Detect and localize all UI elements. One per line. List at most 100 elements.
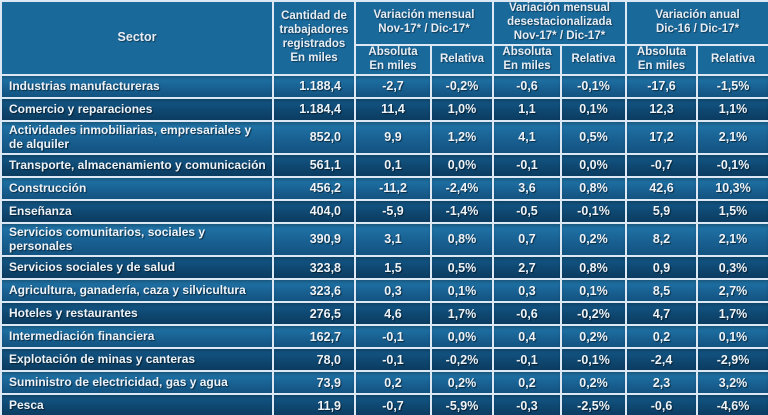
value-cell: 0,2% <box>559 324 628 350</box>
value-cell: 0,7 <box>492 221 562 258</box>
value-cell: 0,2 <box>625 324 699 350</box>
column-header-sector: Sector <box>0 0 274 76</box>
value-cell: 10,3% <box>696 175 768 201</box>
value-cell: 2,1% <box>696 221 768 258</box>
value-cell: 17,2 <box>625 119 699 155</box>
subheader-relativa-mensual: Relativa <box>430 44 494 76</box>
table-row: Enseñanza 404,0 -5,9 -1,4% -0,5 -0,1% 5,9 1,5% <box>0 198 768 224</box>
value-cell: -0,1 <box>492 347 562 373</box>
value-cell: 42,6 <box>625 175 699 201</box>
value-cell: 4,7 <box>625 301 699 327</box>
value-cell: 0,5% <box>430 255 494 281</box>
value-cell: 8,2 <box>625 221 699 258</box>
value-cell: 8,5 <box>625 278 699 304</box>
value-cell: 0,8% <box>559 175 628 201</box>
column-group-variacion-desestacionalizada: Variación mensual desestacionalizada Nov… <box>491 0 628 46</box>
value-cell: -0,5 <box>492 198 562 224</box>
value-cell: 0,1% <box>559 278 628 304</box>
subheader-absoluta-desestacionalizada: Absoluta En miles <box>492 44 562 76</box>
column-header-cantidad: Cantidad de trabajadores registrados En … <box>272 0 356 76</box>
table-row: Explotación de minas y canteras 78,0 -0,1-… <box>0 347 768 373</box>
value-cell: 456,2 <box>272 175 356 201</box>
value-cell: 323,8 <box>272 255 356 281</box>
table-row: Intermediación financiera 162,7 -0,1 0,0% 0,… <box>0 324 768 350</box>
value-cell: -0,6 <box>492 301 562 327</box>
sector-cell: Servicios sociales y de salud <box>0 255 274 281</box>
value-cell: 323,6 <box>272 278 356 304</box>
value-cell: 2,1% <box>696 119 768 155</box>
value-cell: 5,9 <box>625 198 699 224</box>
value-cell: -1,5% <box>696 73 768 99</box>
value-cell: 1,0% <box>430 96 494 122</box>
value-cell: -1,4% <box>430 198 494 224</box>
value-cell: 0,1% <box>559 96 628 122</box>
value-cell: 0,0% <box>430 324 494 350</box>
table-row: Hoteles y restaurantes 276,5 4,6 1,7% -0,6 -0… <box>0 301 768 327</box>
value-cell: 1,1% <box>696 96 768 122</box>
value-cell: -0,1 <box>354 324 432 350</box>
value-cell: 1.188,4 <box>272 73 356 99</box>
value-cell: 1,5% <box>696 198 768 224</box>
value-cell: 0,0% <box>430 152 494 178</box>
value-cell: -0,2% <box>559 301 628 327</box>
value-cell: 9,9 <box>354 119 432 155</box>
value-cell: 1,7% <box>696 301 768 327</box>
value-cell: 78,0 <box>272 347 356 373</box>
sector-cell: Actividades inmobiliarias, empresariales… <box>0 119 274 155</box>
value-cell: 0,9 <box>625 255 699 281</box>
value-cell: 2,7 <box>492 255 562 281</box>
value-cell: 73,9 <box>272 370 356 396</box>
value-cell: -0,1% <box>559 198 628 224</box>
subheader-absoluta-anual: Absoluta En miles <box>625 44 699 76</box>
table-row: Actividades inmobiliarias, empresariales… <box>0 119 768 155</box>
value-cell: -5,9 <box>354 198 432 224</box>
table-row: Comercio y reparaciones 1.184,4 11,4 1,0% 1,… <box>0 96 768 122</box>
sector-cell: Suministro de electricidad, gas y agua <box>0 370 274 396</box>
value-cell: 11,9 <box>272 393 356 415</box>
value-cell: 0,2% <box>430 370 494 396</box>
value-cell: 0,4 <box>492 324 562 350</box>
value-cell: -0,1 <box>354 347 432 373</box>
table-body: Industrias manufactureras 1.188,4 -2,7 -0,2… <box>0 73 768 415</box>
value-cell: 11,4 <box>354 96 432 122</box>
value-cell: -5,9% <box>430 393 494 415</box>
value-cell: 0,3 <box>492 278 562 304</box>
value-cell: -11,2 <box>354 175 432 201</box>
sector-cell: Enseñanza <box>0 198 274 224</box>
value-cell: 3,2% <box>696 370 768 396</box>
value-cell: 1,1 <box>492 96 562 122</box>
sector-cell: Servicios comunitarios, sociales y perso… <box>0 221 274 258</box>
value-cell: 3,6 <box>492 175 562 201</box>
value-cell: -0,7 <box>354 393 432 415</box>
value-cell: -0,2% <box>430 73 494 99</box>
value-cell: 3,1 <box>354 221 432 258</box>
sector-cell: Construcción <box>0 175 274 201</box>
table-row: Servicios comunitarios, sociales y perso… <box>0 221 768 258</box>
value-cell: -0,6 <box>492 73 562 99</box>
value-cell: 561,1 <box>272 152 356 178</box>
value-cell: -2,9% <box>696 347 768 373</box>
value-cell: -2,5% <box>559 393 628 415</box>
value-cell: 4,6 <box>354 301 432 327</box>
value-cell: 0,3% <box>696 255 768 281</box>
value-cell: -2,7 <box>354 73 432 99</box>
subheader-relativa-anual: Relativa <box>696 44 768 76</box>
value-cell: -0,6 <box>625 393 699 415</box>
value-cell: 0,1 <box>354 152 432 178</box>
value-cell: 0,0% <box>559 152 628 178</box>
subheader-relativa-desestacionalizada: Relativa <box>559 44 628 76</box>
column-group-variacion-mensual: Variación mensual Nov-17* / Dic-17* <box>354 0 494 46</box>
table-row: Agricultura, ganadería, caza y silvicult… <box>0 278 768 304</box>
value-cell: -0,1% <box>559 73 628 99</box>
table-row: Construcción 456,2 -11,2 -2,4% 3,6 0,8% 42,6 10… <box>0 175 768 201</box>
table-row: Industrias manufactureras 1.188,4 -2,7 -0,2… <box>0 73 768 99</box>
value-cell: 0,1% <box>430 278 494 304</box>
value-cell: 2,7% <box>696 278 768 304</box>
table-row: Suministro de electricidad, gas y agua 73… <box>0 370 768 396</box>
value-cell: 0,2 <box>492 370 562 396</box>
value-cell: 404,0 <box>272 198 356 224</box>
value-cell: -0,1% <box>559 347 628 373</box>
value-cell: 390,9 <box>272 221 356 258</box>
